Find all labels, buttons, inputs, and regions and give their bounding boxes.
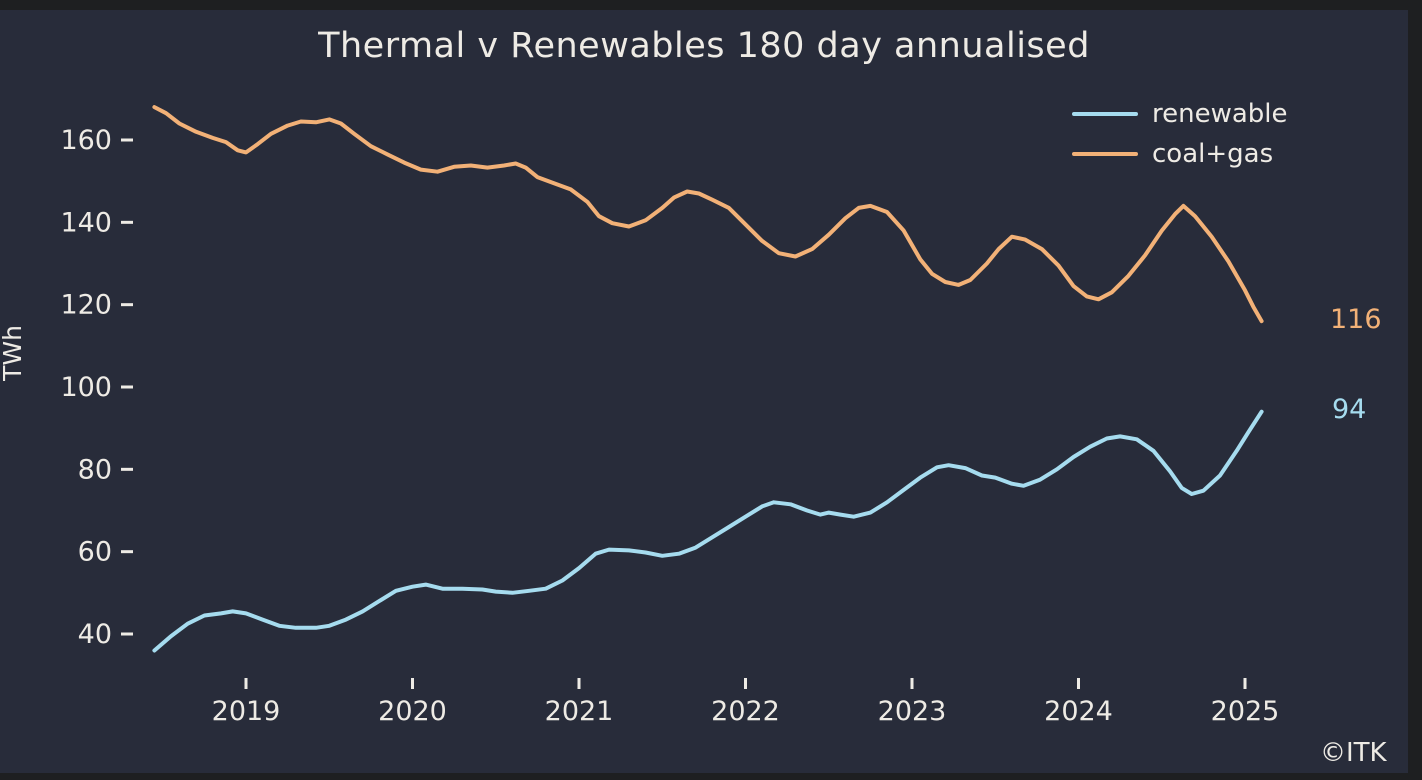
- chart-canvas: 2019 2020 2021 2022 2023 2024 2025 40 60 80 100 120…: [0, 10, 1408, 773]
- x-tick-label: 2022: [711, 696, 780, 727]
- y-tick-label: 40: [78, 619, 112, 650]
- renewable-line: [152, 409, 1264, 653]
- legend: renewable coal+gas: [1072, 98, 1288, 170]
- x-tick-label: 2019: [212, 696, 281, 727]
- legend-swatch-coalgas: [1072, 152, 1138, 156]
- y-tick-label: 120: [60, 290, 112, 321]
- chart-title: Thermal v Renewables 180 day annualised: [318, 26, 1090, 66]
- y-tick-label: 140: [60, 207, 112, 238]
- x-tick-label: 2024: [1044, 696, 1113, 727]
- x-tick-label: 2025: [1211, 696, 1280, 727]
- copyright-watermark: ©ITK: [1320, 738, 1387, 768]
- legend-label-coalgas: coal+gas: [1152, 139, 1274, 169]
- y-tick-label: 100: [60, 372, 112, 403]
- legend-swatch-renewable: [1072, 112, 1138, 116]
- x-tick-label: 2021: [545, 696, 614, 727]
- legend-label-renewable: renewable: [1152, 99, 1288, 129]
- x-tick-label: 2020: [378, 696, 447, 727]
- legend-item-renewable: renewable: [1072, 98, 1288, 130]
- y-tick-label: 80: [78, 454, 112, 485]
- y-tick-label: 60: [78, 537, 112, 568]
- coal+gas-line: [152, 105, 1264, 324]
- end-value-coalgas: 116: [1330, 304, 1382, 335]
- y-tick-label: 160: [60, 125, 112, 156]
- plot-area: 2019 2020 2021 2022 2023 2024 2025 40 60 80 100 120…: [60, 105, 1280, 727]
- legend-item-coalgas: coal+gas: [1072, 138, 1288, 170]
- end-value-renewable: 94: [1332, 394, 1367, 425]
- x-tick-label: 2023: [878, 696, 947, 727]
- y-axis-label: TWh: [0, 325, 27, 381]
